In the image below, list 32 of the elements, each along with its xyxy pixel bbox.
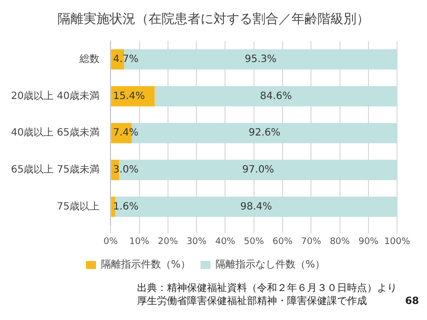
text: 68 bbox=[405, 295, 419, 308]
x-tick-label: 40% bbox=[215, 236, 236, 247]
y-tick-label: 75歳以上 bbox=[56, 200, 100, 212]
x-tick-label: 0% bbox=[103, 236, 118, 247]
y-tick-label: 65歳以上 75歳未満 bbox=[10, 164, 100, 176]
chart-title: 隔離実施状況（在院患者に対する割合／年齢階級別） bbox=[56, 11, 370, 29]
y-tick-label: 40歳以上 65歳未満 bbox=[10, 126, 100, 139]
x-tick-label: 50% bbox=[244, 236, 264, 247]
bar bbox=[115, 196, 398, 217]
x-tick-label: 70% bbox=[301, 236, 322, 247]
data-label: 92.6% bbox=[248, 128, 280, 139]
bar bbox=[154, 86, 398, 106]
data-label: 98.4% bbox=[240, 201, 272, 212]
x-tick-label: 90% bbox=[358, 236, 379, 247]
bar bbox=[111, 196, 116, 217]
x-tick-label: 100% bbox=[384, 236, 410, 247]
data-label: 95.3% bbox=[244, 54, 277, 66]
data-label: 15.4% bbox=[113, 90, 145, 102]
y-tick-label: 総数 bbox=[78, 53, 100, 66]
x-tick-label: 20% bbox=[158, 236, 178, 247]
data-label: 97.0% bbox=[242, 164, 274, 176]
x-tick-label: 10% bbox=[129, 236, 150, 247]
bar bbox=[111, 86, 155, 106]
data-label: 84.6% bbox=[260, 90, 292, 102]
x-tick-label: 30% bbox=[186, 236, 208, 247]
text: 厚生労働省障害保健福祉部精神・障害保健課で作成 bbox=[137, 295, 368, 308]
x-tick-label: 80% bbox=[330, 236, 350, 247]
legend-label: 隔離指示件数（%） bbox=[101, 258, 191, 271]
source-note: 出典：精神保健福祉資料（令和２年６月３０日時点）より bbox=[137, 282, 398, 295]
y-tick-label: 20歳以上 40歳未満 bbox=[10, 90, 100, 102]
x-tick-label: 60% bbox=[272, 236, 293, 247]
legend-label: 隔離指示なし件数（%） bbox=[216, 258, 326, 271]
